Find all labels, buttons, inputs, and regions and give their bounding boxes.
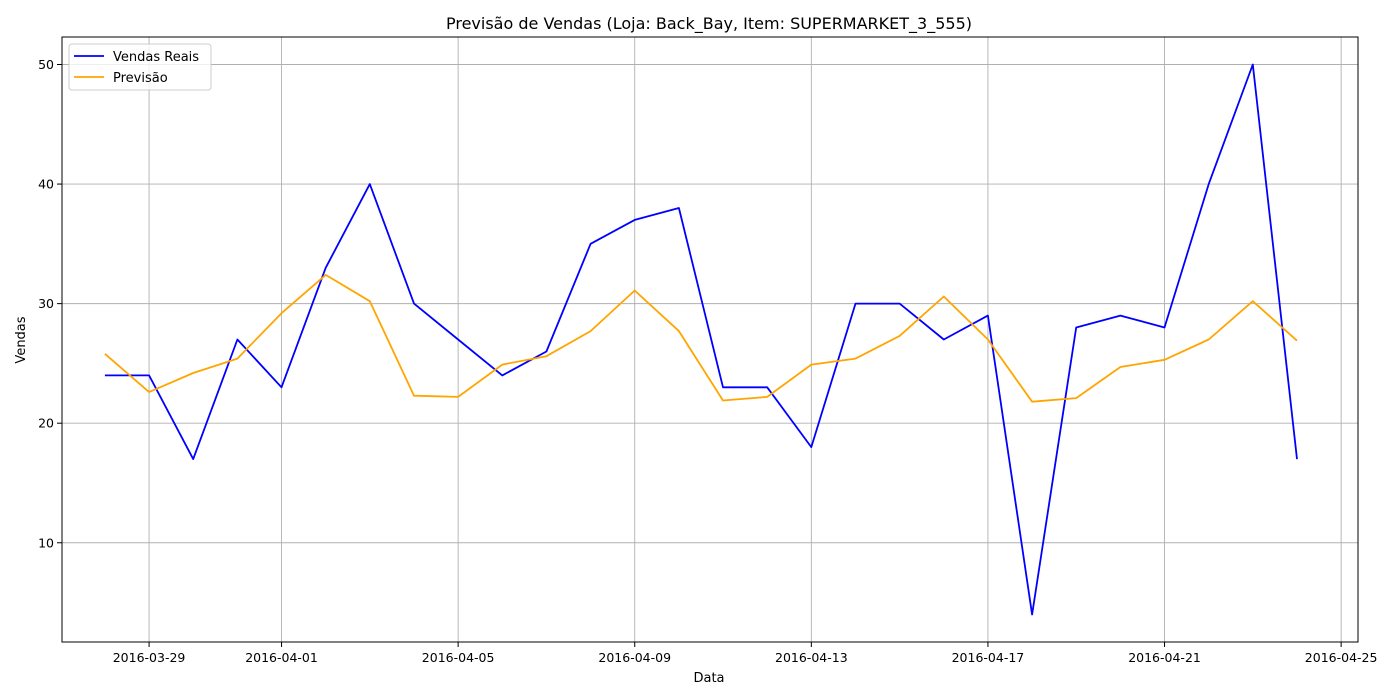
x-axis-ticks: 2016-03-29 2016-04-01 2016-04-05 2016-04-09… bbox=[113, 642, 1378, 665]
x-tick-label: 2016-04-17 bbox=[952, 650, 1025, 665]
y-axis-title: Vendas bbox=[14, 316, 29, 363]
series-line-vendas-reais bbox=[104, 63, 1298, 616]
series-line-previsao bbox=[104, 273, 1298, 403]
legend: Vendas Reais Previsão bbox=[68, 43, 212, 91]
y-tick-label: 20 bbox=[38, 416, 54, 431]
legend-box bbox=[68, 43, 212, 91]
x-tick-label: 2016-04-09 bbox=[598, 650, 671, 665]
x-tick-label: 2016-03-29 bbox=[113, 650, 186, 665]
x-axis-title: Data bbox=[693, 671, 724, 686]
y-axis-ticks: 10 20 30 40 50 bbox=[38, 57, 62, 550]
y-tick-label: 50 bbox=[38, 57, 54, 72]
legend-label-vendas-reais: Vendas Reais bbox=[113, 50, 199, 65]
x-tick-label: 2016-04-05 bbox=[422, 650, 495, 665]
x-tick-label: 2016-04-13 bbox=[775, 650, 848, 665]
y-tick-label: 10 bbox=[38, 535, 54, 550]
plot-area-frame bbox=[61, 36, 1359, 643]
series-lines bbox=[104, 63, 1298, 616]
x-tick-label: 2016-04-25 bbox=[1305, 650, 1378, 665]
x-tick-label: 2016-04-01 bbox=[245, 650, 318, 665]
x-tick-label: 2016-04-21 bbox=[1128, 650, 1201, 665]
chart-title: Previsão de Vendas (Loja: Back_Bay, Item… bbox=[446, 14, 972, 34]
y-tick-label: 30 bbox=[38, 296, 54, 311]
y-tick-label: 40 bbox=[38, 177, 54, 192]
legend-label-previsao: Previsão bbox=[113, 71, 168, 86]
